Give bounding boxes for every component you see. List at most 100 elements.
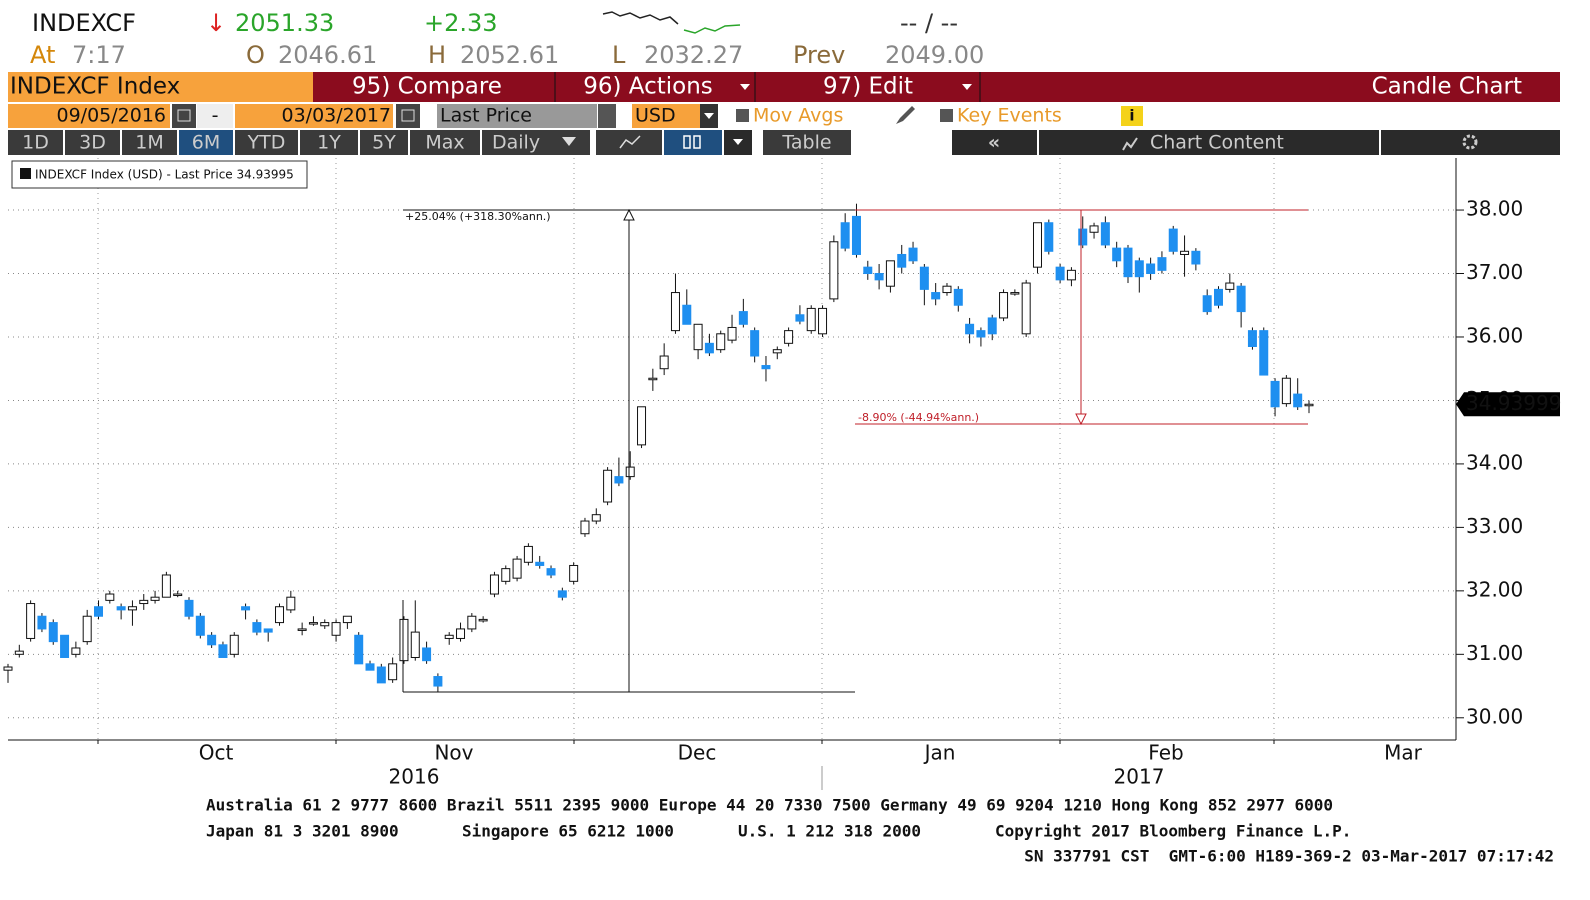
last-price-marker (1456, 392, 1560, 417)
candle-body (1304, 403, 1314, 407)
candle-body (569, 564, 579, 582)
period-button[interactable] (360, 130, 408, 155)
edit-menu[interactable]: 97) Edit (823, 74, 913, 100)
candle-body (942, 285, 952, 294)
calendar-button[interactable] (396, 104, 420, 128)
candle-body (308, 622, 318, 625)
footer-line: Singapore 65 6212 1000 (462, 822, 674, 841)
candle-body (761, 365, 771, 370)
prev-label: Prev (793, 41, 845, 69)
period-button[interactable] (8, 130, 63, 155)
frequency-button[interactable] (482, 130, 590, 155)
candle-body (1134, 260, 1144, 278)
mov-avgs[interactable]: Mov Avgs (753, 105, 843, 127)
candle-body (1146, 263, 1156, 275)
candle-body (410, 631, 420, 658)
period-label[interactable]: 1D (22, 132, 49, 154)
candle-body (919, 266, 929, 290)
chart-content-button[interactable] (1039, 130, 1379, 155)
dropdown-button[interactable] (598, 104, 616, 128)
candle-body (1180, 250, 1190, 255)
candle-body (105, 593, 115, 601)
key-events[interactable]: Key Events (957, 105, 1062, 127)
end-date[interactable]: 03/03/2017 (281, 105, 391, 127)
table-button[interactable] (763, 130, 851, 155)
chart-content[interactable]: Chart Content (1150, 132, 1284, 154)
candle-body (874, 273, 884, 281)
candle-body (1089, 225, 1099, 233)
period-label[interactable]: 3D (79, 132, 106, 154)
settings-button[interactable] (1381, 130, 1560, 155)
y-tick-label: 34.00 (1466, 450, 1523, 474)
y-tick-label: 30.00 (1466, 704, 1523, 728)
start-date[interactable]: 09/05/2016 (56, 105, 166, 127)
info-icon[interactable] (1121, 106, 1143, 126)
candle-body (1066, 269, 1076, 281)
table[interactable]: Table (781, 132, 831, 154)
candle-body (275, 606, 285, 624)
security[interactable]: INDEXCF Index (10, 74, 180, 100)
period-label[interactable]: 6M (192, 132, 220, 154)
candle-body (456, 628, 466, 639)
x-tick-label: Mar (1384, 741, 1423, 765)
actions-menu[interactable]: 96) Actions (583, 74, 713, 100)
field-selector[interactable] (437, 104, 597, 128)
candle-body (965, 323, 975, 335)
view-label: Candle Chart (1372, 74, 1522, 100)
candle-chart-button[interactable] (664, 130, 722, 155)
end-date-field[interactable] (235, 104, 393, 128)
compare-menu[interactable]: 95) Compare (352, 74, 502, 100)
candle-body (535, 561, 545, 566)
checkbox[interactable] (736, 109, 749, 122)
collapse-button[interactable] (952, 130, 1037, 155)
frequency[interactable]: Daily (492, 132, 540, 154)
candle-body (840, 222, 850, 249)
currency-field[interactable] (632, 104, 700, 128)
period-label[interactable]: 1Y (317, 132, 341, 154)
plot: 30.0031.0032.0033.0034.0035.0036.0037.00… (3, 158, 1561, 790)
period-button[interactable] (235, 130, 298, 155)
field[interactable]: Last Price (440, 105, 532, 127)
legend-box (11, 160, 308, 189)
net-change: +2.33 (424, 9, 498, 37)
candle-body (399, 618, 409, 662)
period-button[interactable] (65, 130, 120, 155)
period-label[interactable]: YTD (247, 132, 286, 154)
start-date-field[interactable] (8, 104, 170, 128)
period-button[interactable] (179, 130, 233, 155)
open: 2046.61 (278, 41, 377, 69)
ticker: INDEXCF (32, 9, 136, 37)
candle-body (1270, 380, 1280, 408)
candle-body (26, 603, 36, 639)
currency[interactable]: USD (635, 105, 676, 127)
dropdown-arrow (962, 84, 972, 90)
period-buttons: 1D 3D 1M 6M YTD 1Y 5Y Max Daily (8, 130, 590, 155)
candle-body (139, 599, 149, 605)
period-label[interactable]: Max (425, 132, 464, 154)
y-tick-label: 33.00 (1466, 514, 1523, 538)
bid-ask: -- / -- (900, 9, 958, 37)
period-button[interactable] (410, 130, 480, 155)
candle-body (614, 476, 624, 484)
candle-body (365, 663, 375, 671)
period-label[interactable]: 1M (135, 132, 163, 154)
candle-body (1259, 330, 1269, 376)
sparkline-prior (602, 11, 679, 25)
collapse-glyph: « (988, 132, 1000, 154)
candle-body (478, 618, 488, 622)
footer-line: SN 337791 CST GMT-6:00 H189-369-2 03-Mar… (1024, 847, 1554, 866)
security-box[interactable] (8, 72, 313, 102)
period-label[interactable]: 5Y (372, 132, 396, 154)
candle-body (693, 323, 703, 351)
pencil-icon[interactable] (896, 106, 915, 124)
calendar-button[interactable] (172, 104, 196, 128)
y-tick-label: 38.00 (1466, 197, 1523, 221)
candle-body (82, 615, 92, 643)
period-button[interactable] (122, 130, 177, 155)
period-button[interactable] (300, 130, 358, 155)
candle-body (376, 666, 386, 684)
checkbox[interactable] (940, 109, 953, 122)
candle-body (184, 599, 194, 617)
x-tick-label: Oct (199, 741, 234, 765)
candle-body (637, 406, 647, 446)
